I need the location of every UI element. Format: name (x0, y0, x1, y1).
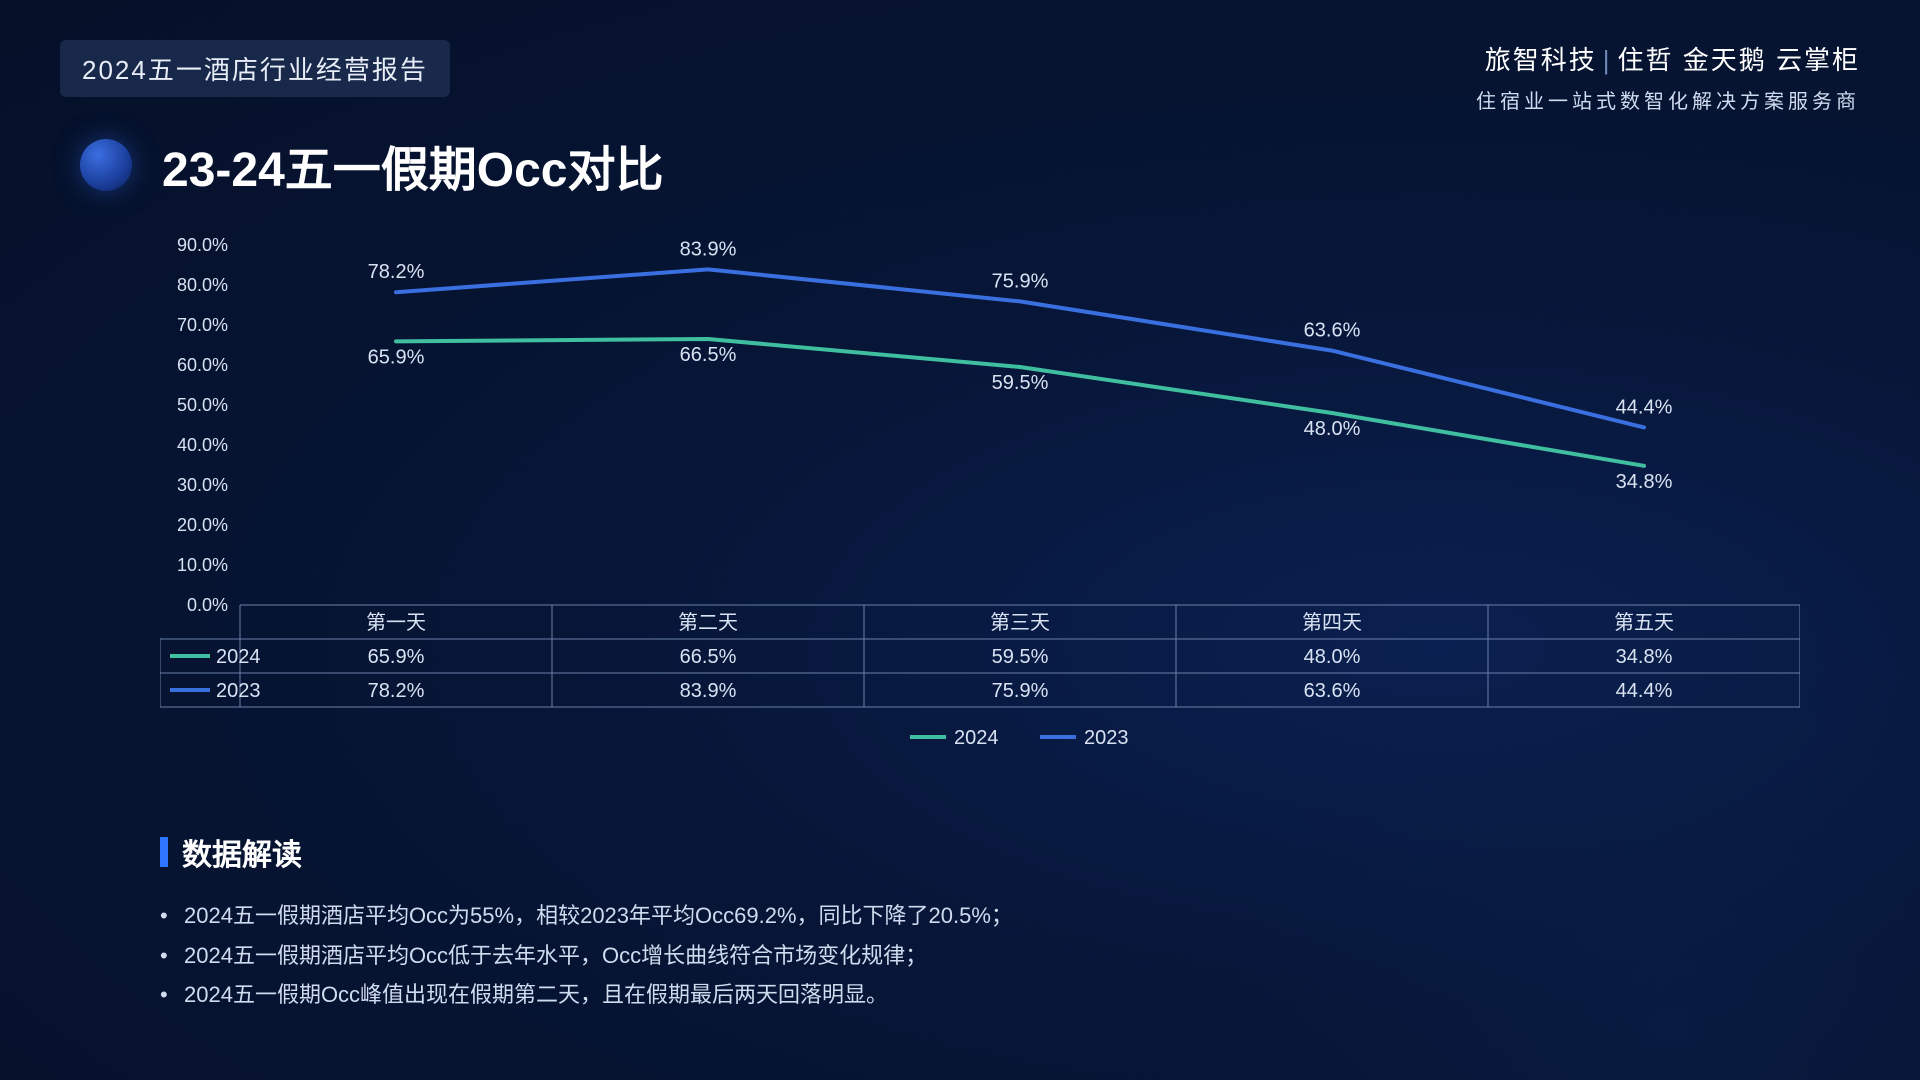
occ-chart-svg: 0.0% 10.0% 20.0% 30.0% 40.0% 50.0% 60.0% 70.0% 8… (160, 235, 1800, 757)
svg-text:2023: 2023 (216, 680, 261, 702)
interp-bullet: 2024五一假期Occ峰值出现在假期第二天，且在假期最后两天回落明显。 (160, 975, 1660, 1015)
svg-text:40.0%: 40.0% (177, 435, 228, 455)
svg-text:48.0%: 48.0% (1304, 646, 1361, 668)
svg-text:63.6%: 63.6% (1304, 680, 1361, 702)
title-bullet-icon (80, 139, 132, 191)
interp-heading: 数据解读 (182, 830, 302, 874)
svg-text:30.0%: 30.0% (177, 475, 228, 495)
brand-line1: 旅智科技|住哲 金天鹅 云掌柜 (1476, 40, 1860, 77)
brand-sub1: 住哲 (1617, 45, 1673, 75)
svg-text:第三天: 第三天 (990, 611, 1050, 634)
svg-text:90.0%: 90.0% (177, 235, 228, 255)
svg-text:0.0%: 0.0% (187, 595, 228, 615)
interpretation-block: 数据解读 2024五一假期酒店平均Occ为55%，相较2023年平均Occ69.… (160, 830, 1660, 1015)
brand-sub2: 金天鹅 (1683, 45, 1767, 75)
brand-main: 旅智科技 (1485, 45, 1597, 75)
svg-text:75.9%: 75.9% (992, 270, 1049, 292)
header: 2024五一酒店行业经营报告 旅智科技|住哲 金天鹅 云掌柜 住宿业一站式数智化… (0, 0, 1920, 110)
interp-list: 2024五一假期酒店平均Occ为55%，相较2023年平均Occ69.2%，同比… (160, 896, 1660, 1015)
svg-text:65.9%: 65.9% (368, 646, 425, 668)
svg-text:63.6%: 63.6% (1304, 320, 1361, 342)
svg-text:59.5%: 59.5% (992, 646, 1049, 668)
interp-bullet: 2024五一假期酒店平均Occ为55%，相较2023年平均Occ69.2%，同比… (160, 896, 1660, 936)
svg-text:第二天: 第二天 (678, 611, 738, 634)
occ-chart: 0.0% 10.0% 20.0% 30.0% 40.0% 50.0% 60.0% 70.0% 8… (160, 235, 1800, 757)
svg-text:65.9%: 65.9% (368, 346, 425, 368)
svg-text:第五天: 第五天 (1614, 611, 1674, 634)
brand-sub3: 云掌柜 (1776, 45, 1860, 75)
svg-text:第四天: 第四天 (1302, 611, 1362, 634)
page-title: 23-24五一假期Occ对比 (162, 130, 664, 200)
svg-text:44.4%: 44.4% (1616, 396, 1673, 418)
title-row: 23-24五一假期Occ对比 (80, 130, 664, 200)
svg-text:70.0%: 70.0% (177, 315, 228, 335)
svg-text:83.9%: 83.9% (680, 680, 737, 702)
svg-text:34.8%: 34.8% (1616, 471, 1673, 493)
svg-text:20.0%: 20.0% (177, 515, 228, 535)
svg-text:83.9%: 83.9% (680, 238, 737, 260)
svg-text:59.5%: 59.5% (992, 372, 1049, 394)
svg-text:44.4%: 44.4% (1616, 680, 1673, 702)
svg-text:第一天: 第一天 (366, 611, 426, 634)
interp-accent-bar (160, 837, 168, 867)
svg-text:78.2%: 78.2% (368, 680, 425, 702)
svg-text:66.5%: 66.5% (680, 646, 737, 668)
svg-text:2023: 2023 (1084, 727, 1129, 749)
svg-text:34.8%: 34.8% (1616, 646, 1673, 668)
svg-text:75.9%: 75.9% (992, 680, 1049, 702)
svg-text:2024: 2024 (216, 646, 261, 668)
svg-text:48.0%: 48.0% (1304, 418, 1361, 440)
svg-text:60.0%: 60.0% (177, 355, 228, 375)
svg-text:2024: 2024 (954, 727, 999, 749)
report-tag: 2024五一酒店行业经营报告 (60, 40, 450, 97)
svg-text:10.0%: 10.0% (177, 555, 228, 575)
svg-text:66.5%: 66.5% (680, 344, 737, 366)
svg-text:80.0%: 80.0% (177, 275, 228, 295)
svg-text:78.2%: 78.2% (368, 261, 425, 283)
interp-bullet: 2024五一假期酒店平均Occ低于去年水平，Occ增长曲线符合市场变化规律； (160, 936, 1660, 976)
brand-tagline: 住宿业一站式数智化解决方案服务商 (1476, 85, 1860, 114)
svg-text:50.0%: 50.0% (177, 395, 228, 415)
brand-block: 旅智科技|住哲 金天鹅 云掌柜 住宿业一站式数智化解决方案服务商 (1476, 40, 1860, 114)
